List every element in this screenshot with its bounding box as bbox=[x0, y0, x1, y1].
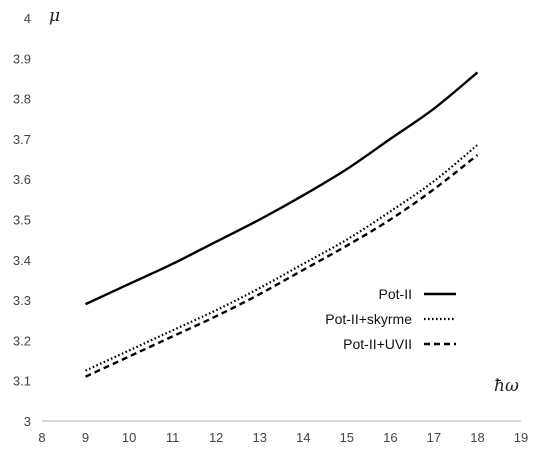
x-tick-label: 16 bbox=[383, 430, 397, 445]
y-tick-label: 3.8 bbox=[13, 92, 31, 107]
x-tick-label: 15 bbox=[340, 430, 354, 445]
legend-label-pot-ii: Pot-II bbox=[379, 286, 412, 302]
y-tick-labels: 3 3.1 3.2 3.3 3.4 3.5 3.6 3.7 3.8 3.9 4 bbox=[13, 11, 31, 429]
x-tick-label: 10 bbox=[122, 430, 136, 445]
x-tick-label: 9 bbox=[82, 430, 89, 445]
x-tick-label: 18 bbox=[470, 430, 484, 445]
x-tick-label: 13 bbox=[252, 430, 266, 445]
y-tick-label: 3.2 bbox=[13, 333, 31, 348]
y-tick-label: 4 bbox=[24, 11, 31, 26]
legend-label-pot-ii-skyrme: Pot-II+skyrme bbox=[325, 311, 412, 327]
y-tick-label: 3.3 bbox=[13, 293, 31, 308]
x-tick-label: 17 bbox=[427, 430, 441, 445]
y-tick-label: 3.4 bbox=[13, 253, 31, 268]
y-axis-label: μ bbox=[49, 6, 60, 26]
y-tick-label: 3.7 bbox=[13, 132, 31, 147]
series-line-pot-ii-uvii bbox=[85, 154, 479, 378]
y-tick-label: 3.6 bbox=[13, 172, 31, 187]
y-tick-label: 3.5 bbox=[13, 213, 31, 228]
y-tick-label: 3 bbox=[24, 414, 31, 429]
y-tick-label: 3.1 bbox=[13, 374, 31, 389]
series-line-pot-ii-skyrme bbox=[85, 144, 479, 372]
y-tick-label: 3.9 bbox=[13, 51, 31, 66]
x-tick-label: 14 bbox=[296, 430, 310, 445]
x-tick-label: 11 bbox=[166, 430, 180, 445]
x-tick-label: 12 bbox=[209, 430, 223, 445]
x-tick-labels: 8 9 10 11 12 13 14 15 16 17 18 19 bbox=[38, 430, 528, 445]
x-axis-label: ħω bbox=[494, 376, 519, 396]
legend: Pot-II Pot-II+skyrme Pot-II+UVII bbox=[325, 286, 456, 352]
x-tick-label: 8 bbox=[38, 430, 45, 445]
x-tick-label: 19 bbox=[514, 430, 528, 445]
legend-label-pot-ii-uvii: Pot-II+UVII bbox=[343, 336, 412, 352]
series-line-pot-ii bbox=[85, 71, 479, 306]
series-lines bbox=[85, 71, 479, 378]
